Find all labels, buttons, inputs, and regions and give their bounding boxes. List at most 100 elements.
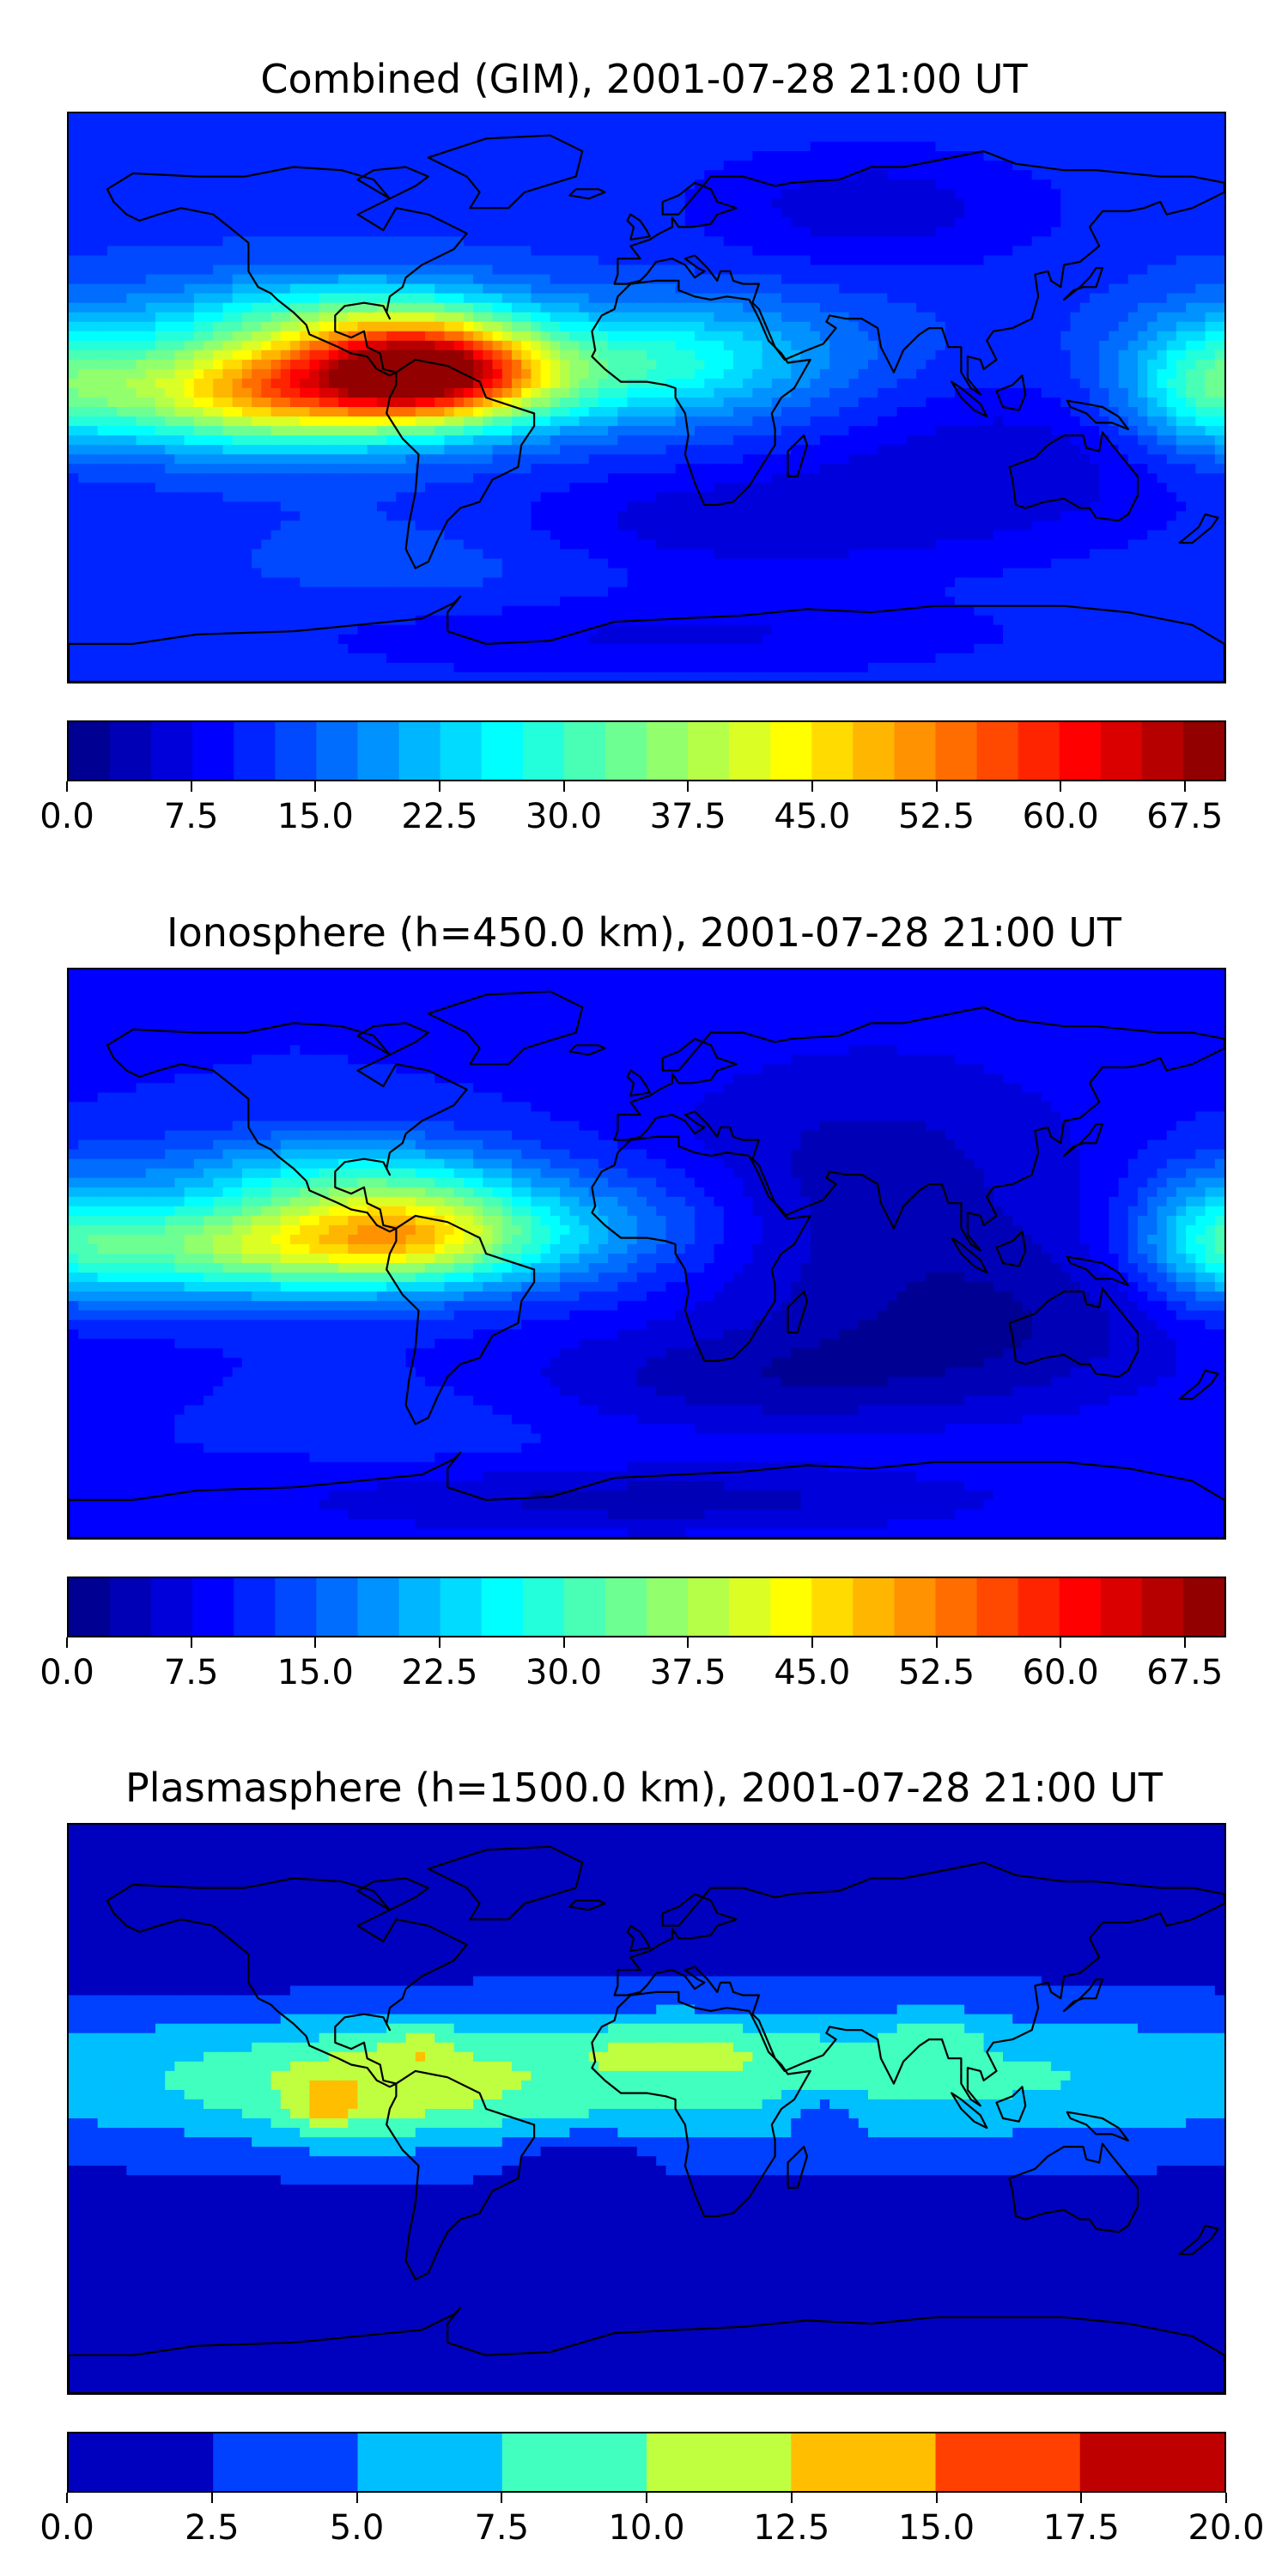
map-cell: [531, 264, 542, 276]
map-cell: [848, 227, 860, 238]
map-cell: [261, 435, 272, 446]
map-cell: [675, 416, 686, 427]
map-cell: [348, 368, 359, 380]
map-cell: [261, 454, 272, 465]
map-cell: [126, 340, 137, 351]
map-cell: [945, 189, 956, 199]
map-cell: [174, 198, 185, 209]
map-cell: [126, 113, 137, 124]
map-cell: [521, 445, 532, 455]
map-cell: [579, 331, 590, 342]
map-cell: [434, 208, 446, 218]
map-cell: [617, 170, 629, 180]
map-cell: [184, 321, 195, 332]
map-cell: [434, 236, 446, 247]
map-cell: [560, 227, 570, 238]
map-cell: [954, 454, 965, 465]
map-cell: [647, 113, 657, 124]
map-cell: [1051, 264, 1061, 276]
map-cell: [241, 387, 252, 398]
map-cell: [261, 407, 272, 417]
map-cell: [376, 473, 387, 483]
map-cell: [714, 179, 725, 190]
map-cell: [348, 359, 359, 370]
map-cell: [1127, 331, 1139, 342]
map-cell: [540, 359, 551, 370]
map-cell: [1195, 398, 1206, 408]
map-cell: [222, 189, 234, 199]
map-cell: [204, 113, 214, 124]
map-cell: [492, 340, 503, 351]
map-cell: [376, 501, 387, 512]
map-cell: [954, 387, 965, 398]
map-cell: [88, 407, 99, 417]
map-cell: [136, 368, 147, 380]
map-cell: [636, 293, 647, 304]
map-cell: [781, 264, 792, 276]
map-cell: [560, 217, 570, 228]
map-cell: [1214, 217, 1224, 228]
map-cell: [598, 246, 609, 257]
map-cell: [319, 198, 330, 209]
map-cell: [415, 426, 426, 436]
map-cell: [425, 492, 435, 502]
map-cell: [829, 283, 840, 295]
map-cell: [848, 283, 860, 295]
map-cell: [145, 151, 156, 161]
map-cell: [434, 246, 446, 257]
map-cell: [848, 293, 860, 304]
map-cell: [867, 302, 878, 313]
map-cell: [896, 227, 908, 238]
map-cell: [954, 217, 965, 228]
map-cell: [155, 274, 166, 285]
map-cell: [1205, 387, 1216, 398]
map-cell: [1099, 189, 1109, 199]
map-cell: [338, 236, 349, 247]
map-cell: [665, 293, 677, 304]
map-cell: [289, 331, 301, 342]
map-cell: [752, 208, 763, 218]
map-cell: [684, 198, 696, 209]
map-cell: [280, 501, 291, 512]
map-cell: [78, 142, 89, 152]
map-cell: [357, 208, 368, 218]
map-cell: [858, 283, 869, 295]
map-cell: [483, 113, 494, 124]
map-cell: [1022, 246, 1033, 257]
map-cell: [213, 473, 224, 483]
map-cell: [396, 359, 407, 370]
map-cell: [983, 142, 994, 152]
map-cell: [906, 454, 917, 465]
map-cell: [1003, 170, 1013, 180]
map-cell: [743, 398, 753, 408]
map-cell: [136, 445, 147, 455]
map-cell: [1041, 227, 1052, 238]
map-cell: [521, 293, 532, 304]
map-cell: [1127, 283, 1139, 295]
map-cell: [1147, 198, 1158, 209]
map-cell: [569, 349, 580, 361]
map-cell: [540, 132, 551, 143]
map-cell: [675, 407, 686, 417]
map-cell: [608, 454, 618, 465]
map-cell: [222, 426, 234, 436]
map-cell: [878, 321, 889, 332]
map-cell: [810, 123, 821, 133]
map-cell: [829, 142, 840, 152]
map-cell: [819, 123, 830, 133]
map-cell: [896, 312, 908, 323]
map-cell: [550, 208, 561, 218]
map-cell: [270, 189, 282, 199]
map-cell: [1051, 170, 1061, 180]
map-cell: [588, 407, 599, 417]
map-cell: [521, 435, 532, 446]
map-cell: [338, 312, 349, 323]
map-cell: [771, 426, 782, 436]
map-cell: [376, 255, 387, 266]
map-cell: [636, 435, 647, 446]
map-cell: [647, 255, 657, 266]
map-cell: [636, 426, 647, 436]
map-cell: [935, 492, 946, 502]
map-cell: [550, 473, 561, 483]
map-cell: [1176, 349, 1187, 361]
